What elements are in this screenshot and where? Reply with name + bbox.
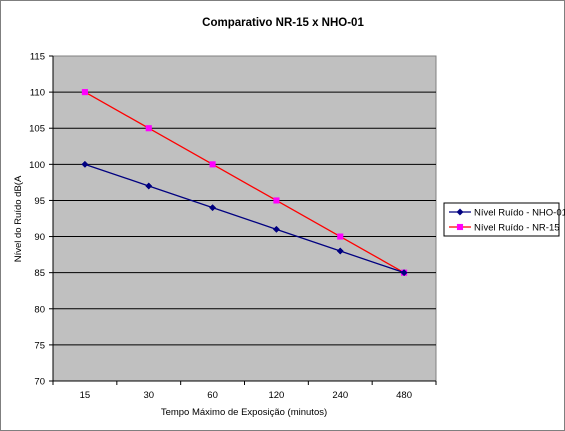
series-nho-01 [81, 160, 408, 277]
legend-box [443, 202, 560, 237]
legend-item-label: Nível Ruído - NHO-01 [474, 208, 565, 219]
data-point [336, 247, 344, 255]
y-tick-labels: 70 75 80 85 90 95 100 105 110 115 [29, 52, 45, 388]
series-line [84, 163, 405, 274]
legend-item-label: Nível Ruído - NR-15 [474, 223, 560, 234]
x-tick-labels: 15 30 60 120 240 480 [80, 390, 412, 401]
x-tick-label: 240 [332, 390, 348, 401]
data-point [273, 197, 280, 204]
y-tick-label: 110 [30, 88, 45, 99]
gridlines [53, 91, 436, 346]
data-point [81, 89, 88, 96]
data-point [145, 182, 153, 190]
x-axis-label: Tempo Máximo de Exposição (minutos) [161, 407, 327, 418]
data-point [400, 269, 408, 277]
data-point [337, 233, 344, 240]
data-point [209, 161, 216, 168]
data-point [145, 125, 152, 132]
x-tick-label: 60 [207, 390, 218, 401]
data-point [272, 225, 280, 233]
y-tick-label: 95 [34, 196, 45, 207]
data-point [209, 204, 217, 212]
data-point [81, 160, 89, 168]
y-tick-label: 70 [34, 377, 45, 388]
axes [49, 55, 437, 385]
legend-swatch-marker [456, 223, 464, 231]
y-axis-label: Nível do Ruído dB(A [13, 175, 24, 262]
series-line [84, 91, 405, 274]
y-tick-label: 100 [29, 160, 45, 171]
y-tick-label: 75 [34, 340, 45, 351]
series-group [81, 89, 408, 277]
x-tick-label: 120 [268, 390, 284, 401]
y-tick-label: 85 [34, 268, 45, 279]
legend-swatch-marker [456, 208, 464, 216]
y-tick-label: 115 [30, 52, 45, 63]
x-tick-label: 480 [396, 390, 412, 401]
y-tick-label: 80 [34, 304, 45, 315]
x-tick-label: 30 [143, 390, 154, 401]
legend: Nível Ruído - NHO-01 Nível Ruído - NR-15 [443, 202, 565, 237]
chart-title: Comparativo NR-15 x NHO-01 [202, 17, 364, 29]
x-tick-label: 15 [80, 390, 91, 401]
y-tick-label: 90 [34, 232, 45, 243]
y-tick-label: 105 [29, 124, 45, 135]
